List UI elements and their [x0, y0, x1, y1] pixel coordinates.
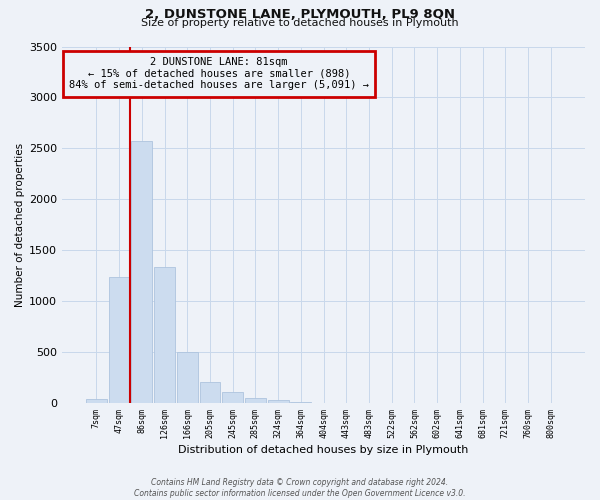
Bar — [200, 382, 220, 403]
Bar — [313, 402, 334, 403]
Text: Size of property relative to detached houses in Plymouth: Size of property relative to detached ho… — [141, 18, 459, 28]
Text: 2, DUNSTONE LANE, PLYMOUTH, PL9 8QN: 2, DUNSTONE LANE, PLYMOUTH, PL9 8QN — [145, 8, 455, 20]
Bar — [131, 142, 152, 403]
Bar — [268, 400, 289, 403]
Bar — [86, 398, 107, 403]
Text: 2 DUNSTONE LANE: 81sqm
← 15% of detached houses are smaller (898)
84% of semi-de: 2 DUNSTONE LANE: 81sqm ← 15% of detached… — [69, 57, 369, 90]
Bar — [245, 398, 266, 403]
Bar — [177, 352, 198, 403]
Bar — [290, 402, 311, 403]
Y-axis label: Number of detached properties: Number of detached properties — [15, 143, 25, 307]
Bar — [154, 266, 175, 403]
Text: Contains HM Land Registry data © Crown copyright and database right 2024.
Contai: Contains HM Land Registry data © Crown c… — [134, 478, 466, 498]
Bar — [109, 277, 130, 403]
Bar — [222, 392, 243, 403]
X-axis label: Distribution of detached houses by size in Plymouth: Distribution of detached houses by size … — [178, 445, 469, 455]
